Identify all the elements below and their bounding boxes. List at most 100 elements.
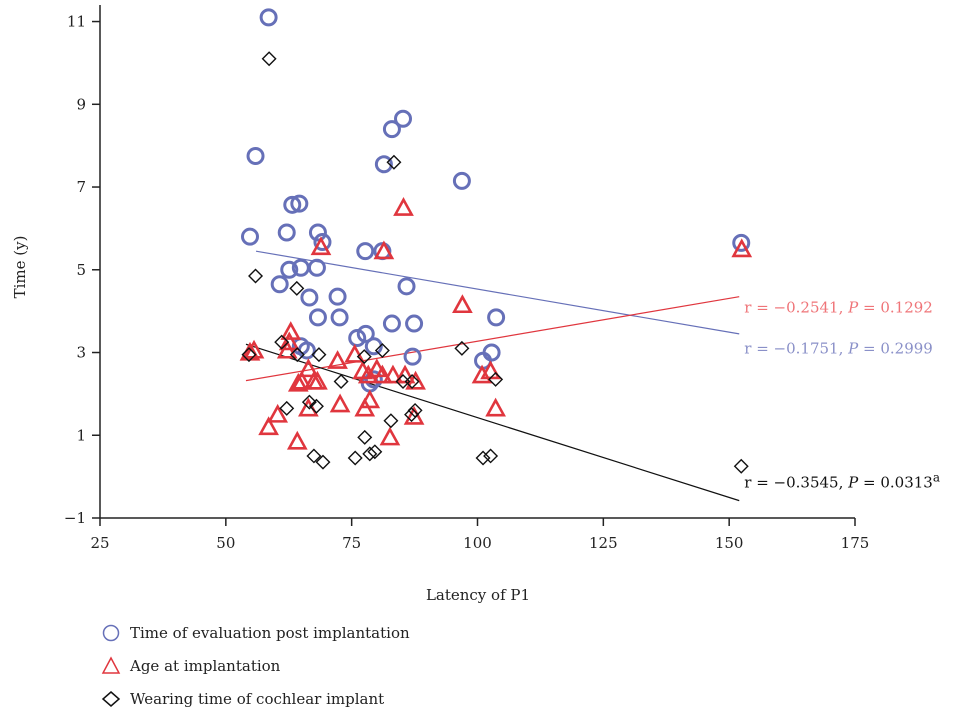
data-point-triangle [403,405,425,425]
legend-item-age-at-implantation: Age at implantation [100,655,280,677]
legend-item-evaluation-time: Time of evaluation post implantation [100,622,410,644]
trend-line-diamond [245,343,740,502]
data-point-triangle [278,331,300,351]
data-point-triangle [258,416,279,436]
legend-label: Age at implantation [130,657,281,675]
x-tick-label: 50 [216,534,235,552]
y-tick-label: 1 [76,426,86,444]
data-point-diamond [356,349,372,365]
data-point-diamond [289,280,305,296]
data-point-triangle [452,294,473,314]
data-point-circle [308,223,327,242]
data-point-diamond [315,454,331,470]
data-point-circle [246,147,265,166]
data-point-diamond [733,458,749,474]
data-point-diamond [475,450,491,466]
trend-lines [245,250,740,502]
data-point-diamond [241,347,257,363]
y-ticks: −1 1 3 5 7 9 11 [64,13,100,527]
data-point-diamond [274,334,290,350]
data-point-circle [330,308,349,327]
data-point-triangle [382,364,404,384]
x-tick-label: 75 [342,534,361,552]
data-point-circle [270,275,289,294]
x-tick-label: 100 [463,534,492,552]
data-point-triangle [287,372,309,392]
data-point-triangle [373,240,395,260]
data-point-circle [348,329,367,348]
data-point-diamond [347,450,363,466]
data-point-circle [364,370,383,389]
y-tick-label: 7 [76,178,86,196]
data-point-diamond [301,394,317,410]
scatter-chart: 25 50 75 100 125 150 175 −1 1 3 5 7 9 11 r = −0.1751… [11,5,940,604]
data-point-triangle [286,430,308,450]
data-point-triangle [731,238,753,258]
data-point-circle [403,347,422,366]
data-point-diamond [383,413,399,429]
data-point-circle [452,171,471,190]
data-point-circle [732,233,751,252]
data-point-circle [364,337,383,356]
y-axis-title: Time (y) [11,236,29,299]
data-point-circle [300,288,319,307]
data-point-circle [482,343,501,362]
x-tick-label: 25 [90,534,109,552]
correlation-annotation: r = −0.3545, P = 0.0313a [744,470,940,491]
legend-item-wearing-time: Wearing time of cochlear implant [100,688,384,710]
data-point-triangle [485,397,506,417]
data-point-triangle [329,393,351,413]
data-point-circle [487,308,506,327]
data-point-circle [397,277,416,296]
data-point-circle [394,109,413,128]
circle-icon [102,624,120,642]
diamond-icon [101,691,121,707]
data-point-diamond [483,448,499,464]
legend-label: Wearing time of cochlear implant [130,690,385,708]
data-point-diamond [248,268,264,284]
axes [99,5,855,519]
correlation-annotation: r = −0.2541, P = 0.1292 [744,298,933,316]
data-point-diamond [404,407,420,423]
data-point-circle [290,194,309,213]
data-point-diamond [404,373,420,389]
data-point-circle [356,242,375,261]
data-point-triangle [359,389,381,409]
data-point-circle [280,260,299,279]
data-point-circle [313,233,332,252]
data-point-diamond [333,373,349,389]
data-point-triangle [379,426,401,446]
data-point-circle [405,314,424,333]
data-point-triangle [310,236,332,256]
data-point-triangle [344,343,366,363]
data-points [239,8,753,474]
y-tick-label: 9 [76,95,86,113]
trend-line-circle [255,250,740,335]
data-point-triangle [372,364,393,384]
correlation-annotations: r = −0.1751, P = 0.2999 r = −0.2541, P = … [744,298,940,491]
x-ticks: 25 50 75 100 125 150 175 [90,518,869,552]
data-point-circle [374,155,393,174]
data-point-circle [356,324,375,343]
data-point-triangle [267,403,289,423]
data-point-diamond [279,400,295,416]
data-point-diamond [357,429,373,445]
data-point-diamond [367,444,383,460]
data-point-circle [382,120,401,139]
x-tick-label: 150 [715,534,744,552]
legend-label: Time of evaluation post implantation [130,624,410,642]
y-tick-label: −1 [64,509,86,527]
data-point-triangle [471,364,493,384]
y-tick-label: 5 [76,261,86,279]
data-point-circle [259,8,278,27]
data-point-diamond [488,371,504,387]
triangle-icon [101,656,121,674]
data-point-diamond [261,51,277,67]
data-point-triangle [393,197,414,216]
data-point-diamond [454,340,470,356]
x-tick-label: 125 [589,534,618,552]
data-point-triangle [405,370,426,390]
y-tick-label: 3 [76,344,86,362]
data-point-circle [328,287,347,306]
data-point-triangle [291,370,313,390]
